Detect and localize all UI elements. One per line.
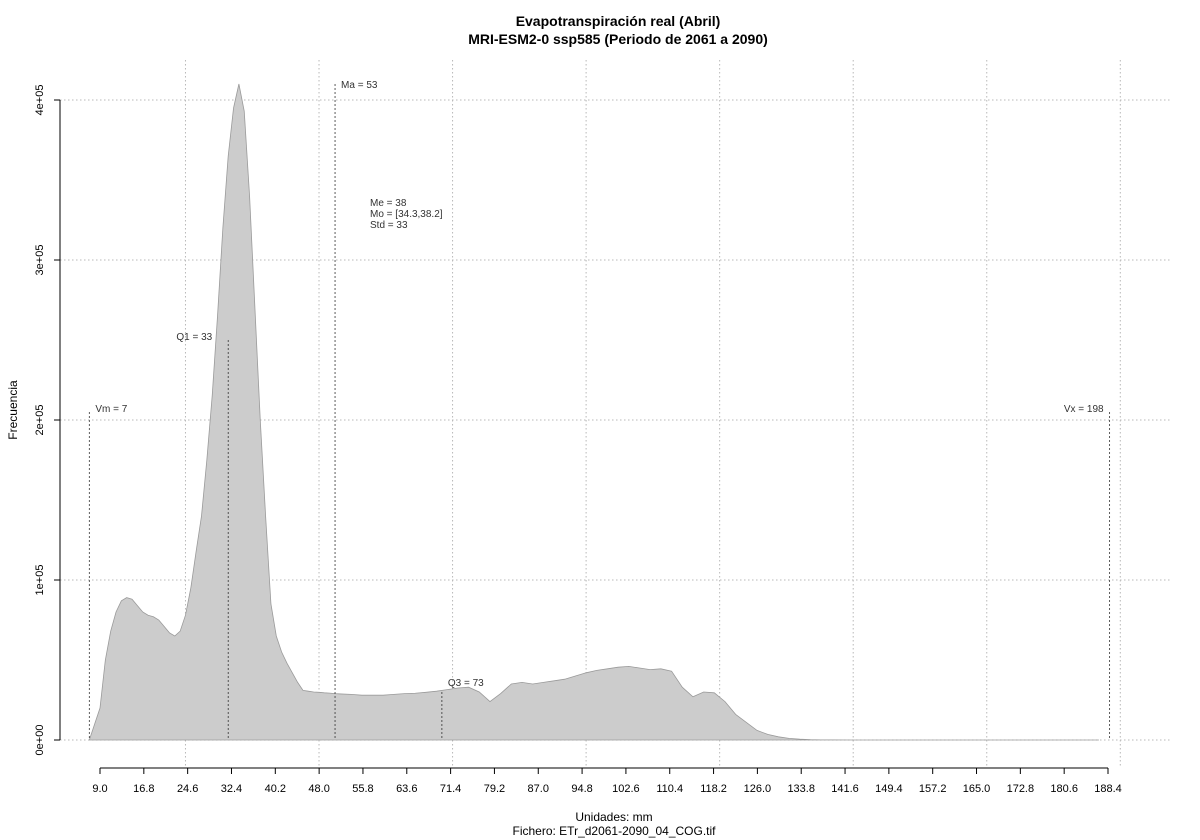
x-tick-label: 87.0 — [528, 783, 549, 795]
x-tick-label: 32.4 — [221, 783, 242, 795]
chart-title: Evapotranspiración real (Abril) — [515, 13, 721, 29]
y-tick-label: 1e+05 — [34, 565, 46, 596]
x-tick-label: 133.8 — [787, 783, 815, 795]
stat-marker-label: Ma = 53 — [341, 80, 378, 91]
x-tick-label: 118.2 — [700, 783, 727, 795]
y-tick-label: 2e+05 — [34, 405, 46, 436]
x-tick-label: 94.8 — [571, 783, 592, 795]
source-file-caption: Fichero: ETr_d2061-2090_04_COG.tif — [512, 824, 716, 838]
x-tick-label: 102.6 — [612, 783, 640, 795]
x-tick-label: 63.6 — [396, 783, 417, 795]
x-tick-label: 172.8 — [1007, 783, 1035, 795]
distribution-area — [88, 83, 1099, 741]
x-tick-label: 71.4 — [440, 783, 461, 795]
x-tick-label: 149.4 — [875, 783, 903, 795]
stat-summary-line: Mo = [34.3,38.2] — [370, 209, 443, 220]
x-tick-label: 9.0 — [92, 783, 107, 795]
x-tick-label: 157.2 — [919, 783, 947, 795]
stat-summary-line: Std = 33 — [370, 220, 408, 231]
stat-marker-label: Q1 = 33 — [176, 332, 212, 343]
y-tick-label: 4e+05 — [34, 85, 46, 116]
x-tick-label: 110.4 — [656, 783, 683, 795]
x-tick-label: 141.6 — [831, 783, 859, 795]
x-axis-label: Unidades: mm — [575, 810, 653, 824]
x-tick-label: 16.8 — [133, 783, 154, 795]
x-tick-label: 79.2 — [484, 783, 505, 795]
x-tick-label: 55.8 — [352, 783, 373, 795]
stat-marker-label: Vm = 7 — [95, 404, 127, 415]
y-tick-label: 3e+05 — [34, 245, 46, 276]
stat-summary-line: Me = 38 — [370, 198, 407, 209]
y-tick-label: 0e+00 — [34, 725, 46, 756]
chart-subtitle: MRI-ESM2-0 ssp585 (Periodo de 2061 a 209… — [468, 31, 768, 47]
x-tick-label: 24.6 — [177, 783, 198, 795]
x-tick-label: 188.4 — [1094, 783, 1122, 795]
y-axis-label: Frecuencia — [6, 380, 20, 440]
x-tick-label: 48.0 — [308, 783, 329, 795]
x-tick-label: 180.6 — [1050, 783, 1078, 795]
stat-marker-label: Q3 = 73 — [448, 678, 484, 689]
x-tick-label: 165.0 — [963, 783, 991, 795]
x-tick-label: 126.0 — [744, 783, 772, 795]
stat-marker-label: Vx = 198 — [1064, 404, 1104, 415]
x-tick-label: 40.2 — [265, 783, 286, 795]
